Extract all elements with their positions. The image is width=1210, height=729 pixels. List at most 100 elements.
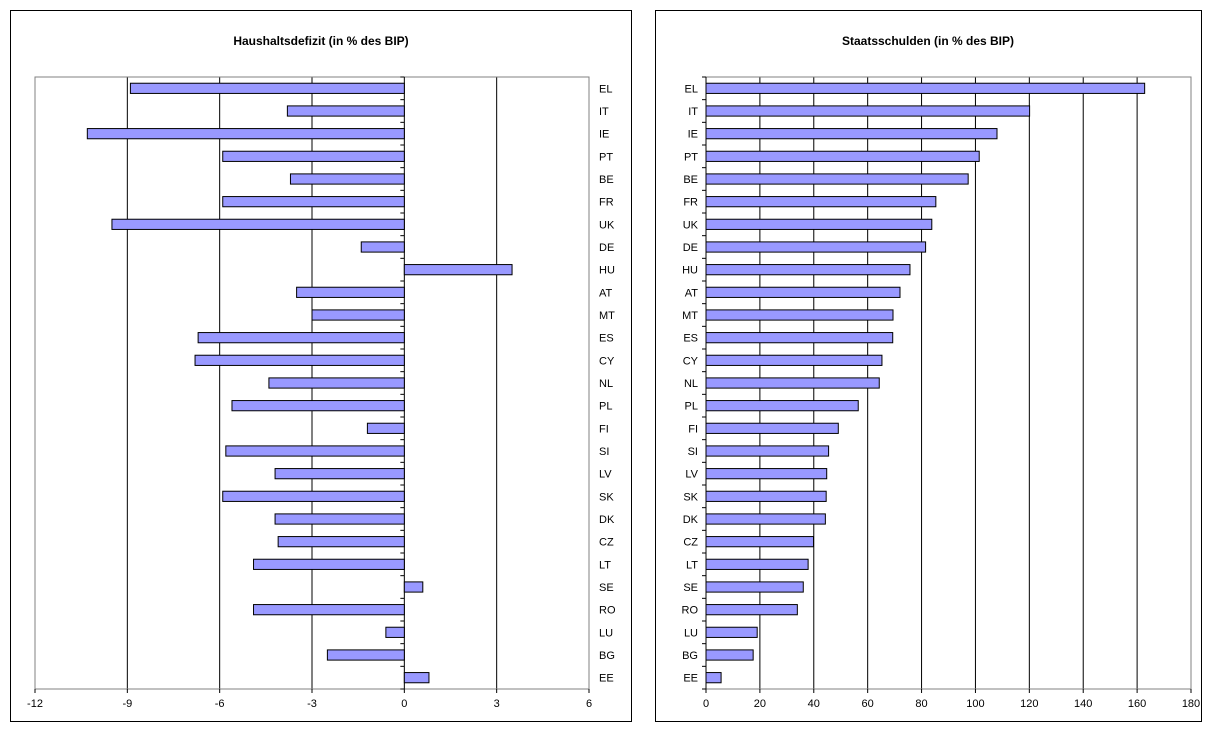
x-tick-label: 40: [808, 698, 820, 710]
deficit-chart: Haushaltsdefizit (in % des BIP) -12 -9 -6 -…: [27, 34, 616, 710]
chart-title: Haushaltsdefizit (in % des BIP): [233, 34, 408, 48]
bar-bg: [326, 649, 405, 661]
category-label: FI: [599, 423, 609, 435]
category-label: SE: [683, 582, 698, 594]
bar-it: [286, 105, 405, 117]
bar-dk: [274, 513, 405, 525]
bar-cy: [194, 354, 405, 366]
category-label: LU: [684, 627, 698, 639]
bar-ro: [253, 604, 405, 616]
bar-lv: [274, 468, 405, 480]
category-label: LV: [599, 469, 612, 481]
x-tick-label: -3: [307, 698, 317, 710]
bar-si: [225, 445, 405, 457]
bar-ie: [705, 128, 998, 140]
category-label: EL: [599, 83, 612, 95]
chart-panel-deficit: Haushaltsdefizit (in % des BIP) -12 -9 -6 -…: [10, 10, 632, 722]
x-tick-label: -6: [215, 698, 225, 710]
bar-at: [705, 286, 901, 298]
bar-fi: [366, 422, 405, 434]
category-label: PL: [685, 401, 698, 413]
category-label: PT: [599, 151, 613, 163]
category-label: NL: [599, 378, 613, 390]
x-tick-label: -12: [27, 698, 43, 710]
bar-hu: [403, 264, 513, 276]
category-label: ES: [599, 333, 614, 345]
category-label: RO: [599, 605, 616, 617]
category-label: IE: [688, 129, 698, 141]
x-tick-label: -9: [122, 698, 132, 710]
x-tick-label: 6: [586, 698, 592, 710]
category-label: CY: [599, 355, 615, 367]
x-tick-label: 180: [1182, 698, 1200, 710]
category-label: BE: [599, 174, 614, 186]
x-tick-label: 3: [494, 698, 500, 710]
x-tick-label: 100: [966, 698, 984, 710]
bar-se: [705, 581, 804, 593]
category-label: UK: [683, 219, 699, 231]
bar-hu: [705, 264, 911, 276]
category-label: BG: [682, 650, 698, 662]
x-tick-label: 140: [1074, 698, 1092, 710]
category-label: NL: [684, 378, 698, 390]
bar-lv: [705, 468, 828, 480]
category-label: DE: [683, 242, 698, 254]
category-label: EE: [599, 673, 614, 685]
bar-ee: [403, 672, 430, 684]
category-label: IE: [599, 129, 609, 141]
bar-mt: [705, 309, 894, 321]
bar-ie: [86, 128, 405, 140]
category-label: BE: [683, 174, 698, 186]
category-label: LU: [599, 627, 613, 639]
bar-be: [705, 173, 969, 185]
bar-lu: [385, 626, 405, 638]
bar-cz: [705, 536, 815, 548]
bar-de: [360, 241, 405, 253]
category-label: AT: [599, 287, 613, 299]
category-label: HU: [599, 265, 615, 277]
category-label: MT: [599, 310, 615, 322]
category-label: IT: [599, 106, 609, 118]
bar-bg: [705, 649, 754, 661]
bar-si: [705, 445, 830, 457]
category-label: LT: [686, 559, 698, 571]
bar-el: [705, 82, 1146, 94]
category-label: MT: [682, 310, 698, 322]
category-label: DE: [599, 242, 614, 254]
category-label: SI: [688, 446, 698, 458]
bar-de: [705, 241, 927, 253]
category-label: UK: [599, 219, 615, 231]
category-label: SI: [599, 446, 609, 458]
bar-mt: [311, 309, 405, 321]
bar-uk: [111, 218, 405, 230]
bar-fr: [705, 196, 937, 208]
bar-se: [403, 581, 424, 593]
x-tick-label: 80: [915, 698, 927, 710]
chart-panel-debt: Staatsschulden (in % des BIP) 0 20 40 60 80 1…: [655, 10, 1202, 722]
bar-ro: [705, 604, 798, 616]
bar-fi: [705, 422, 839, 434]
bar-ee: [705, 672, 722, 684]
category-label: SE: [599, 582, 614, 594]
category-label: LV: [685, 469, 698, 481]
category-label: SK: [683, 491, 698, 503]
x-tick-label: 0: [401, 698, 407, 710]
x-tick-label: 60: [862, 698, 874, 710]
category-label: HU: [682, 265, 698, 277]
bar-uk: [705, 218, 933, 230]
bar-cz: [277, 536, 405, 548]
bar-pt: [222, 150, 405, 162]
bar-be: [289, 173, 405, 185]
category-label: CZ: [599, 537, 614, 549]
bar-es: [197, 332, 405, 344]
category-label: DK: [683, 514, 699, 526]
category-label: CZ: [683, 537, 698, 549]
x-tick-label: 120: [1020, 698, 1038, 710]
bar-cy: [705, 354, 883, 366]
category-label: DK: [599, 514, 615, 526]
category-label: RO: [682, 605, 699, 617]
bar-lt: [705, 558, 809, 570]
bar-el: [129, 82, 405, 94]
debt-chart: Staatsschulden (in % des BIP) 0 20 40 60 80 1…: [682, 34, 1201, 710]
category-label: LT: [599, 559, 611, 571]
